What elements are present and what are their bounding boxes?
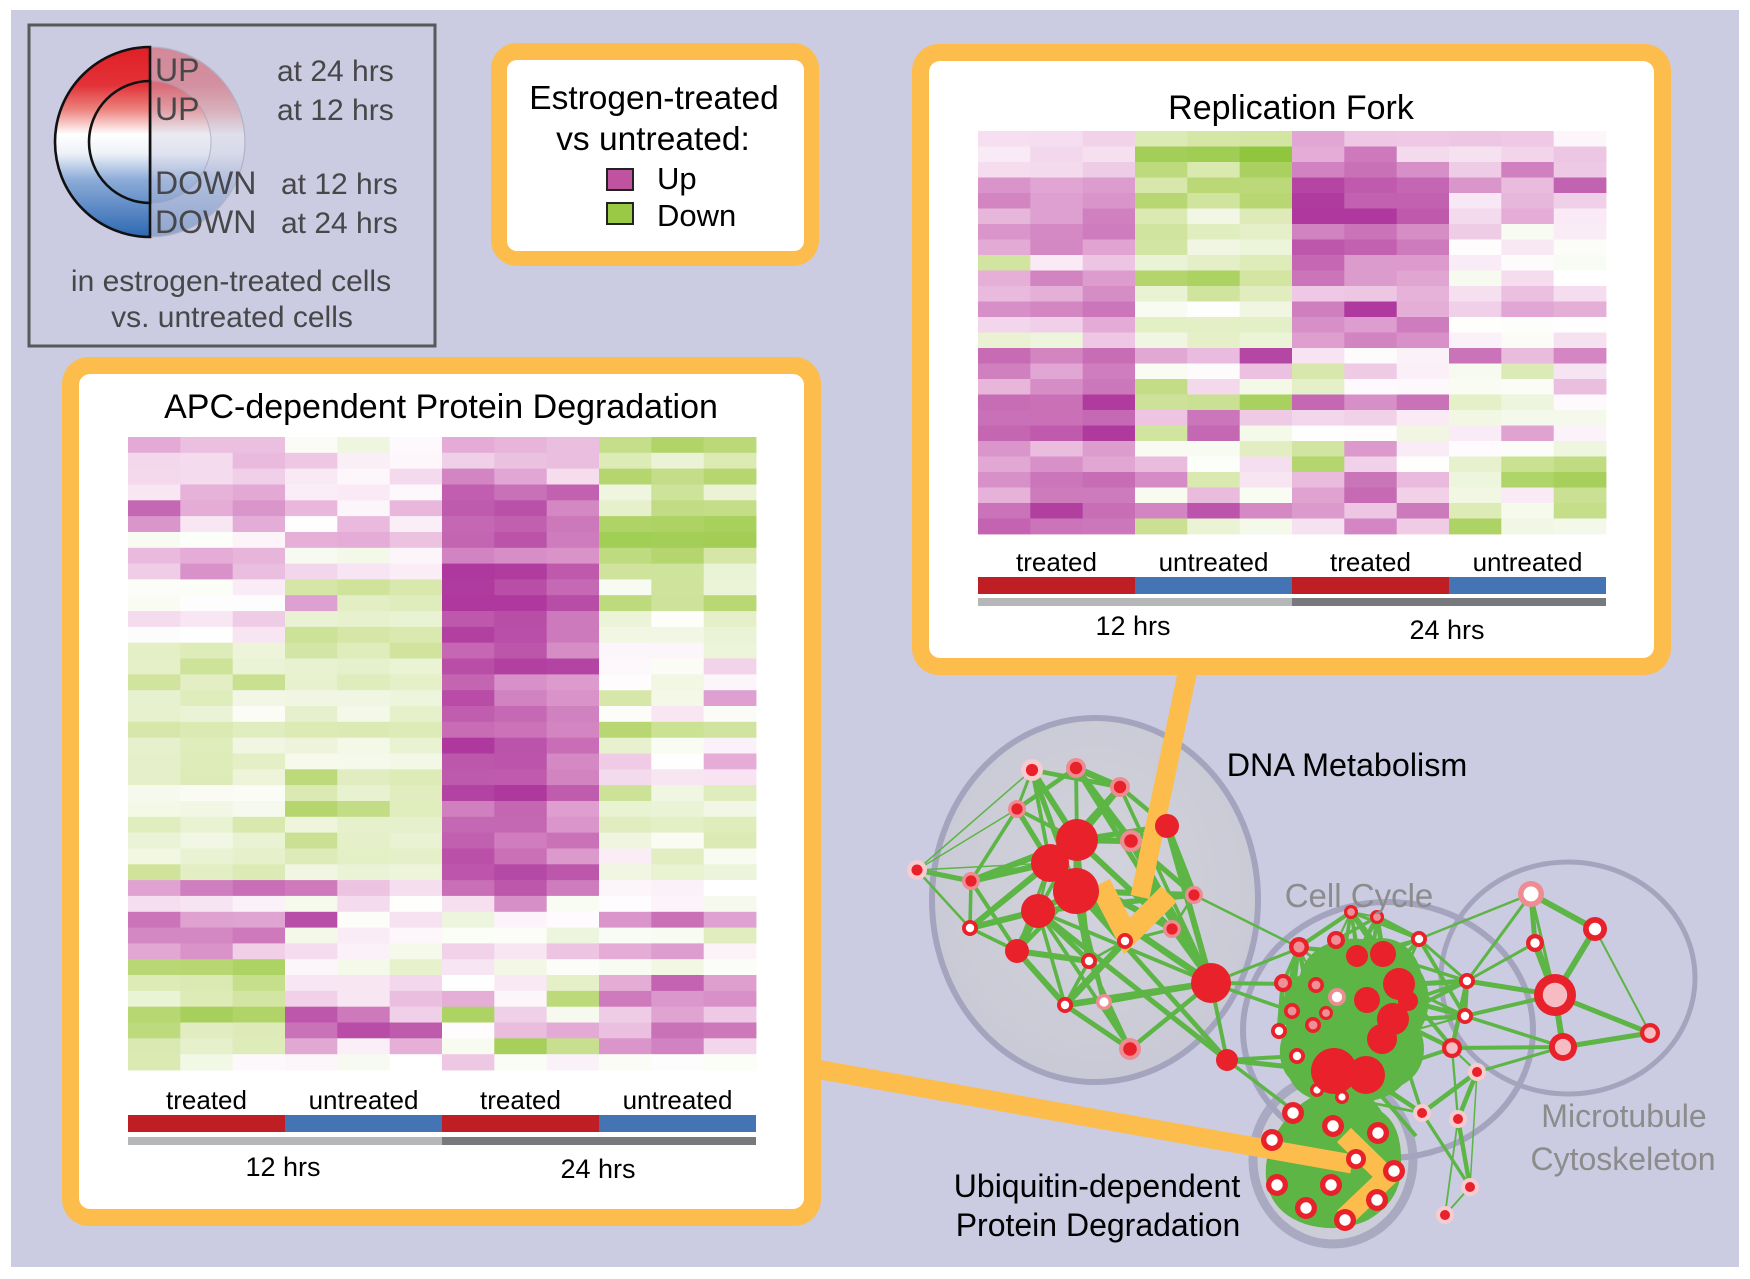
- svg-text:Ubiquitin-dependent: Ubiquitin-dependent: [954, 1168, 1241, 1204]
- svg-text:at 24 hrs: at 24 hrs: [281, 207, 398, 240]
- svg-text:at 12 hrs: at 12 hrs: [281, 168, 398, 201]
- svg-text:untreated: untreated: [1159, 547, 1269, 577]
- svg-text:24 hrs: 24 hrs: [560, 1154, 635, 1184]
- svg-text:untreated: untreated: [1473, 547, 1583, 577]
- svg-text:Up: Up: [657, 161, 697, 196]
- svg-text:treated: treated: [1016, 547, 1097, 577]
- svg-text:12 hrs: 12 hrs: [1095, 611, 1170, 641]
- svg-text:untreated: untreated: [309, 1085, 419, 1115]
- svg-text:treated: treated: [480, 1085, 561, 1115]
- svg-text:DOWN: DOWN: [155, 204, 256, 240]
- svg-text:12 hrs: 12 hrs: [245, 1152, 320, 1182]
- svg-text:Cell Cycle: Cell Cycle: [1285, 877, 1434, 914]
- svg-text:Microtubule: Microtubule: [1541, 1098, 1706, 1134]
- svg-text:untreated: untreated: [623, 1085, 733, 1115]
- svg-text:treated: treated: [1330, 547, 1411, 577]
- svg-text:vs untreated:: vs untreated:: [556, 121, 750, 158]
- svg-text:DNA Metabolism: DNA Metabolism: [1227, 747, 1468, 783]
- svg-text:Estrogen-treated: Estrogen-treated: [529, 80, 779, 117]
- svg-text:at 12 hrs: at 12 hrs: [277, 94, 394, 127]
- svg-text:DOWN: DOWN: [155, 165, 256, 201]
- svg-text:Replication Fork: Replication Fork: [1168, 89, 1415, 127]
- svg-text:at 24 hrs: at 24 hrs: [277, 55, 394, 88]
- svg-text:treated: treated: [166, 1085, 247, 1115]
- svg-text:APC-dependent Protein Degradat: APC-dependent Protein Degradation: [164, 388, 718, 426]
- svg-text:Cytoskeleton: Cytoskeleton: [1531, 1141, 1716, 1177]
- svg-text:UP: UP: [155, 52, 199, 88]
- svg-text:Protein Degradation: Protein Degradation: [956, 1207, 1241, 1243]
- svg-text:Down: Down: [657, 198, 736, 233]
- svg-text:UP: UP: [155, 91, 199, 127]
- svg-text:vs. untreated cells: vs. untreated cells: [111, 301, 353, 334]
- svg-text:24 hrs: 24 hrs: [1409, 615, 1484, 645]
- svg-text:in estrogen-treated cells: in estrogen-treated cells: [71, 265, 391, 298]
